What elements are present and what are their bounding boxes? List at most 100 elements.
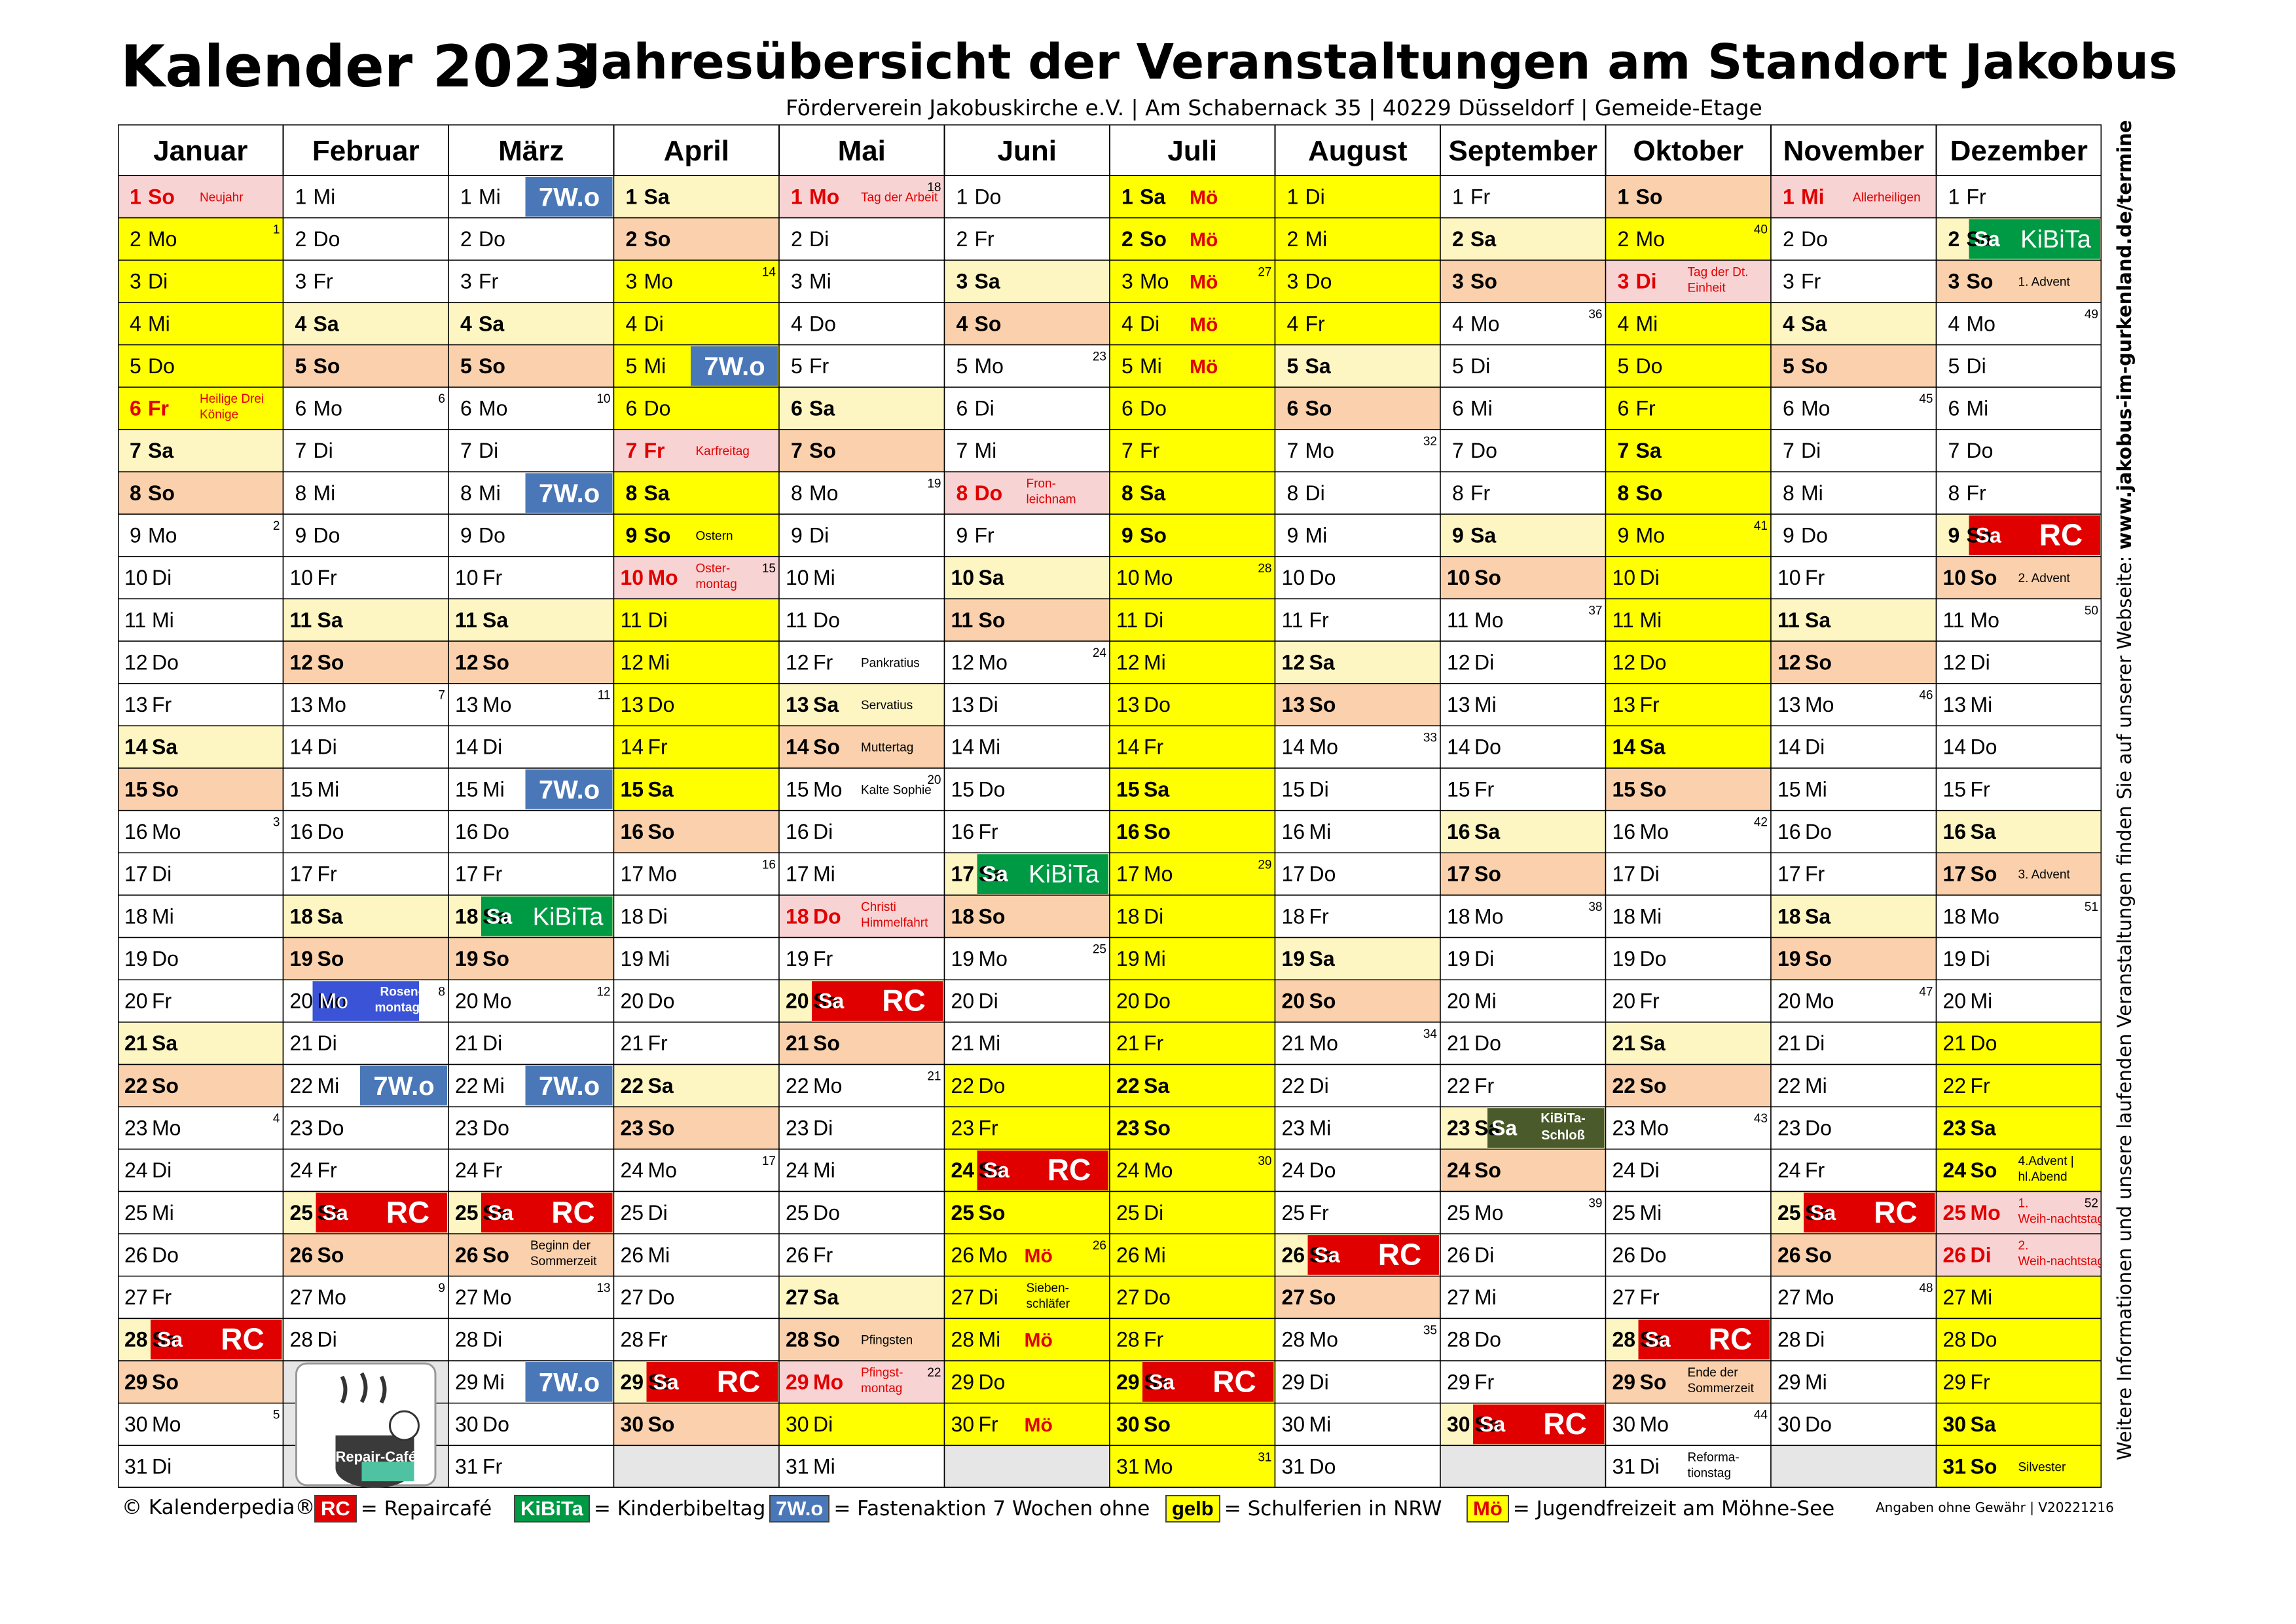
weekday-abbr: Sa [1971, 1412, 1996, 1436]
day-number: 1 [791, 185, 803, 208]
day-number: 15 [1943, 777, 1967, 801]
weekday-abbr: Sa [1636, 439, 1662, 462]
weekday-abbr: Do [1640, 947, 1667, 970]
weekday-abbr: Do [152, 650, 179, 674]
weekday-abbr: Di [152, 862, 172, 886]
day-note: Weih-nachtstag [2018, 1255, 2102, 1268]
day-cell [448, 1022, 615, 1065]
day-cell [1770, 598, 1937, 642]
day-note: Einheit [1688, 281, 1726, 295]
day-note: Himmelfahrt [861, 916, 928, 930]
day-number: 17 [1116, 862, 1140, 886]
month-name: Dezember [1950, 135, 2088, 167]
day-number: 30 [1282, 1412, 1305, 1436]
day-cell [118, 1149, 284, 1192]
day-number: 21 [621, 1031, 644, 1055]
day-cell [448, 259, 615, 303]
weekday-abbr: Sa [152, 1031, 177, 1055]
day-cell [1109, 1276, 1276, 1320]
day-number: 3 [1948, 270, 1960, 293]
weekday-abbr: Di [152, 1455, 172, 1479]
day-cell [613, 1149, 780, 1192]
day-number: 31 [455, 1455, 479, 1479]
weekday-abbr: Mo [1967, 312, 1995, 335]
repaircafe-badge [1638, 1320, 1770, 1360]
week-number: 35 [1423, 1323, 1437, 1337]
weekday-abbr: Mi [813, 1455, 835, 1479]
day-number: 22 [951, 1074, 975, 1098]
day-number: 31 [1943, 1455, 1967, 1479]
repaircafe-logo [295, 1362, 437, 1488]
weekday-abbr: Fr [1640, 693, 1660, 716]
event-label: Mö [1025, 1245, 1053, 1266]
day-number: 20 [1447, 989, 1470, 1013]
day-note: Pfingst- [861, 1366, 903, 1380]
day-cell [118, 895, 284, 938]
day-number: 5 [130, 354, 141, 378]
day-number: 24 [1447, 1158, 1470, 1182]
side-note-url[interactable]: www.jakobus-im-gurkenland.de/termine [2113, 120, 2136, 550]
day-cell [1274, 1318, 1441, 1361]
month-name: September [1449, 135, 1597, 167]
day-number: 14 [1613, 735, 1636, 759]
weekday-abbr: Di [318, 735, 337, 759]
day-number: 24 [455, 1158, 479, 1182]
weekday-abbr: Do [1144, 989, 1171, 1013]
day-cell [448, 556, 615, 600]
day-number: 6 [957, 397, 968, 420]
weekday-abbr: Do [1470, 439, 1497, 462]
weekday-abbr: Fr [152, 1285, 172, 1309]
day-number: 7 [791, 439, 803, 462]
weekday-abbr: Mo [809, 185, 839, 208]
day-cell [1605, 725, 1772, 769]
weekday-abbr: Sa [1140, 185, 1165, 208]
day-cell [1605, 302, 1772, 346]
day-number: 31 [786, 1455, 809, 1479]
week-number: 33 [1423, 731, 1437, 745]
weekday-abbr: Sa [486, 904, 512, 928]
weekday-abbr: So [1309, 693, 1336, 716]
weekday-abbr: So [813, 1031, 840, 1055]
month-name: Juni [998, 135, 1057, 167]
day-number: 20 [1282, 989, 1305, 1013]
day-cell [1770, 767, 1937, 811]
day-number: 6 [1783, 397, 1795, 420]
weekday-abbr: Mo [1640, 1412, 1669, 1436]
day-cell [448, 979, 615, 1023]
weekday-abbr: Di [1144, 1201, 1163, 1225]
day-cell [943, 1149, 1110, 1192]
day-number: 21 [455, 1031, 479, 1055]
day-number: 28 [1613, 1328, 1636, 1352]
day-cell [778, 682, 945, 727]
week-number: 34 [1423, 1027, 1438, 1041]
day-number: 14 [455, 735, 479, 759]
day-cell [1274, 513, 1441, 557]
copyright: © Kalenderpedia® [122, 1496, 316, 1519]
day-cell [1109, 598, 1276, 642]
day-cell [282, 302, 449, 346]
day-number: 14 [290, 735, 314, 759]
weekday-abbr: Mo [314, 397, 342, 420]
weekday-abbr: Mi [1640, 904, 1662, 928]
event-label: RC [551, 1195, 594, 1229]
weekday-abbr: So [483, 650, 509, 674]
weekday-abbr: Do [483, 1412, 509, 1436]
weekday-abbr: Sa [1140, 481, 1165, 505]
legend-kibita-tag: KiBiTa [514, 1495, 590, 1522]
day-cell [448, 429, 615, 473]
week-number: 3 [273, 816, 280, 830]
weekday-abbr: Di [813, 820, 833, 843]
day-number: 28 [1116, 1328, 1140, 1352]
day-number: 5 [626, 354, 638, 378]
day-number: 30 [951, 1412, 975, 1436]
weekday-abbr: Sa [1640, 1328, 1666, 1352]
day-number: 6 [1121, 397, 1133, 420]
day-number: 19 [290, 947, 314, 970]
logo-text: Repair-Café [336, 1449, 416, 1465]
weekday-abbr: Mo [1470, 312, 1499, 335]
day-number: 4 [130, 312, 141, 335]
day-number: 14 [1777, 735, 1801, 759]
day-number: 11 [1613, 608, 1634, 632]
weekday-abbr: Fr [809, 354, 829, 378]
day-note: Oster- [696, 562, 731, 576]
